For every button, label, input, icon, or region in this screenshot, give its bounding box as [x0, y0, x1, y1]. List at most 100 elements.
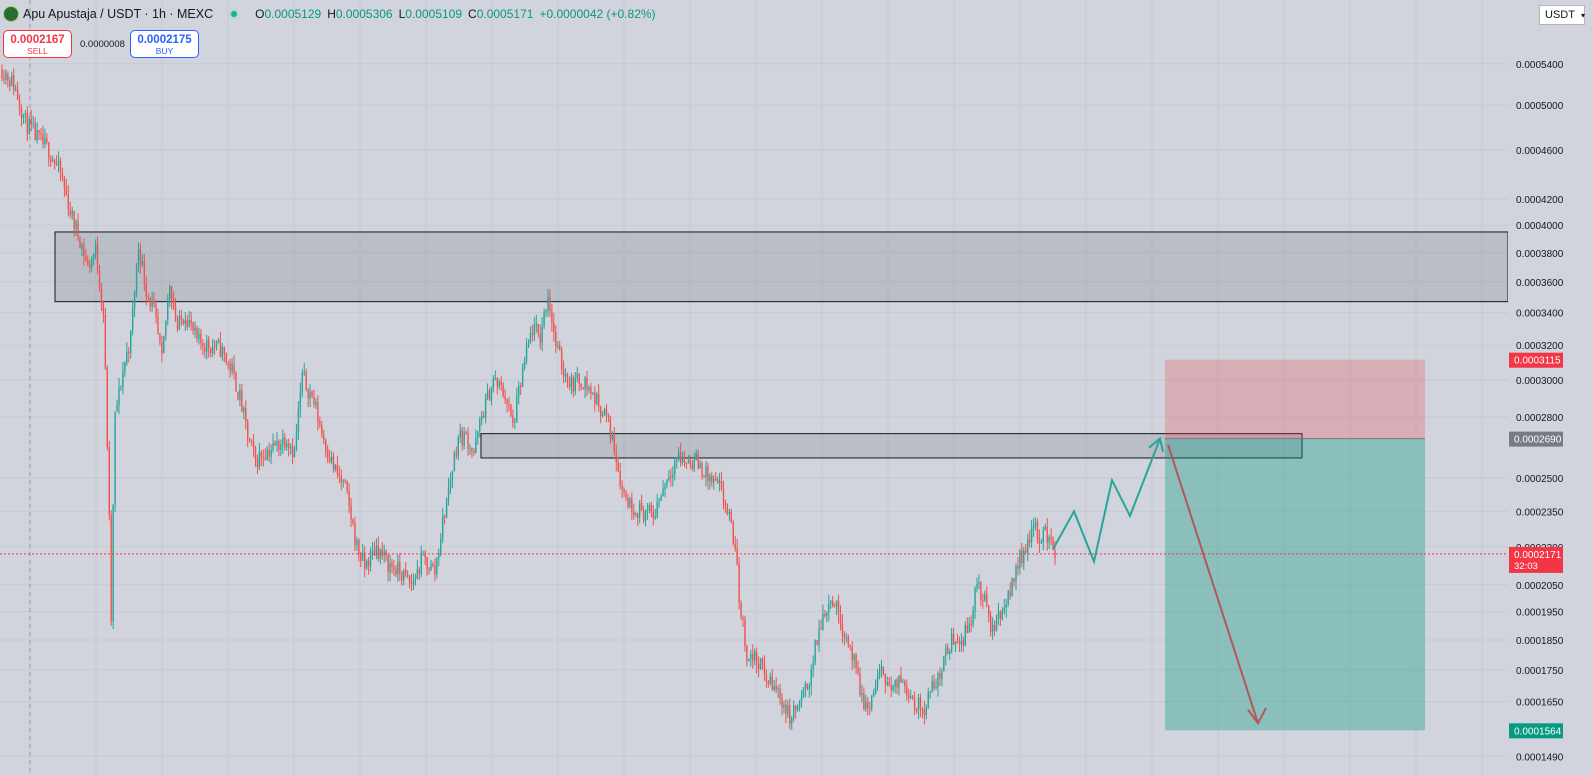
candle: [672, 466, 674, 487]
candle-body: [950, 634, 953, 652]
candle-body: [124, 362, 126, 372]
candle-body: [943, 656, 945, 672]
candle-body: [365, 560, 368, 569]
buy-button[interactable]: 0.0002175 BUY: [130, 30, 199, 58]
candle-body: [131, 308, 134, 331]
candle-body: [270, 450, 272, 457]
candle-body: [5, 73, 7, 80]
candle: [143, 254, 146, 292]
candle: [923, 701, 926, 725]
candle-body: [65, 187, 68, 195]
candle: [707, 462, 709, 490]
candle-body: [481, 416, 483, 420]
candle-body: [50, 158, 52, 162]
candle-body: [53, 160, 56, 165]
candle-body: [241, 390, 243, 412]
candle-body: [941, 671, 943, 680]
candle-body: [674, 460, 676, 475]
candle: [350, 497, 352, 528]
candle-body: [898, 675, 900, 688]
candle: [535, 314, 537, 333]
candle-body: [364, 552, 366, 569]
candle-body: [237, 391, 239, 400]
candle-body: [420, 554, 422, 575]
candle: [252, 433, 255, 457]
candle-body: [1042, 530, 1044, 543]
candle-body: [785, 704, 787, 715]
candle-body: [143, 261, 146, 284]
candle-body: [896, 679, 898, 688]
candle: [578, 373, 580, 392]
candle-body: [709, 475, 711, 482]
candle: [153, 292, 155, 308]
candle-body: [1048, 537, 1050, 543]
candle: [75, 219, 77, 236]
candle: [705, 460, 707, 486]
candle-body: [837, 600, 840, 615]
candle: [1050, 527, 1052, 546]
candle-body: [962, 640, 965, 646]
candle-body: [748, 658, 750, 661]
candle-body: [972, 610, 974, 625]
y-tick-label: 0.0001950: [1516, 608, 1564, 619]
market-status-icon[interactable]: [229, 9, 240, 19]
candle-body: [500, 381, 502, 386]
candle-body: [250, 439, 253, 442]
candle-body: [742, 617, 744, 620]
candle-body: [588, 387, 590, 391]
candle-body: [48, 142, 50, 159]
candle-body: [880, 666, 883, 672]
candle: [16, 81, 19, 101]
candle: [126, 342, 128, 366]
candle: [406, 570, 409, 579]
candle: [167, 294, 169, 326]
candle-body: [73, 211, 75, 229]
candle-body: [958, 642, 961, 645]
candle-body: [422, 554, 424, 556]
candle: [716, 476, 719, 485]
candle-body: [104, 314, 107, 368]
candle: [124, 361, 126, 378]
candle-body: [568, 383, 571, 387]
candle: [759, 657, 762, 670]
candle-body: [116, 405, 118, 412]
candle: [110, 510, 112, 626]
currency-selector[interactable]: USDT ▾: [1539, 5, 1585, 25]
candle: [469, 443, 471, 456]
candle-body: [810, 668, 812, 686]
candle: [459, 423, 461, 443]
candle: [221, 343, 224, 361]
candle: [890, 676, 892, 698]
candle: [369, 547, 372, 572]
candle: [615, 443, 617, 472]
candle-body: [7, 73, 9, 81]
candle: [906, 679, 908, 701]
sell-button[interactable]: 0.0002167 SELL: [3, 30, 72, 58]
y-tick-label: 0.0003400: [1516, 309, 1564, 320]
candle: [750, 649, 752, 667]
candle-body: [445, 498, 448, 518]
candle: [598, 384, 600, 413]
candle: [1030, 520, 1033, 548]
candle-body: [510, 405, 512, 416]
candle: [785, 699, 787, 724]
candle: [208, 335, 210, 358]
candle: [966, 617, 968, 634]
candle-body: [744, 619, 746, 646]
candle-body: [233, 364, 235, 373]
candle-body: [689, 460, 692, 465]
candle-body: [184, 320, 186, 325]
symbol-title[interactable]: Apu Apustaja / USDT · 1h · MEXC: [23, 7, 214, 21]
candle-body: [3, 78, 5, 80]
candle-body: [787, 705, 789, 715]
candle-body: [878, 671, 881, 677]
candle-body: [835, 600, 838, 607]
candle: [679, 443, 682, 467]
candle: [793, 700, 795, 722]
candle: [713, 475, 715, 490]
candle-body: [239, 390, 241, 400]
candle-body: [467, 432, 469, 449]
candle: [323, 429, 325, 445]
candle-body: [956, 641, 959, 643]
